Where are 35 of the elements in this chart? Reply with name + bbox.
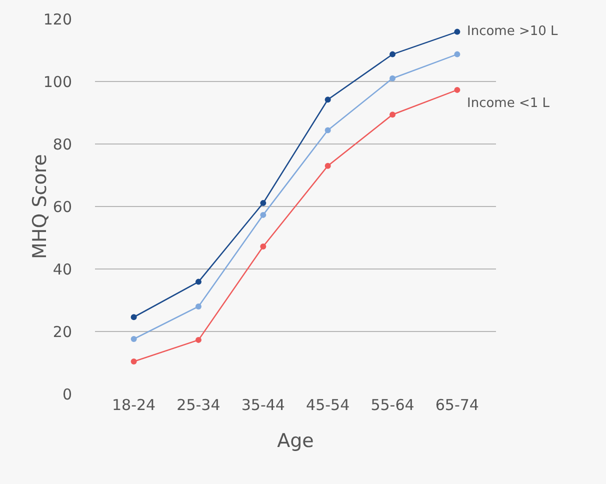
point bbox=[324, 162, 331, 169]
x-tick-label: 65-74 bbox=[435, 396, 479, 414]
point bbox=[324, 96, 331, 103]
x-tick-label: 18-24 bbox=[112, 396, 156, 414]
point bbox=[324, 127, 331, 134]
x-tick-label: 45-54 bbox=[306, 396, 350, 414]
x-tick-label: 55-64 bbox=[370, 396, 414, 414]
point bbox=[390, 112, 396, 118]
point bbox=[260, 212, 266, 218]
point bbox=[130, 314, 137, 320]
y-tick-label: 120 bbox=[43, 10, 72, 28]
point bbox=[454, 51, 460, 58]
point bbox=[454, 86, 460, 93]
point bbox=[390, 51, 396, 58]
point bbox=[195, 336, 202, 343]
y-tick-label: 60 bbox=[52, 198, 72, 216]
series-label: Income >10 L bbox=[467, 24, 559, 39]
point bbox=[454, 28, 460, 35]
point bbox=[390, 75, 396, 82]
y-axis-title: MHQ Score bbox=[28, 154, 51, 259]
y-tick-label: 0 bbox=[62, 385, 72, 404]
series-label: Income <1 L bbox=[467, 96, 550, 111]
y-tick-label: 100 bbox=[43, 72, 72, 91]
x-tick-label: 25-34 bbox=[176, 396, 220, 414]
point bbox=[130, 358, 137, 364]
point bbox=[260, 244, 266, 250]
point bbox=[260, 200, 266, 206]
x-tick-label: 35-44 bbox=[241, 396, 285, 414]
x-axis-title: Age bbox=[277, 430, 314, 452]
y-tick-label: 20 bbox=[52, 322, 72, 341]
y-tick-label: 80 bbox=[52, 135, 72, 154]
point bbox=[195, 278, 202, 285]
point bbox=[130, 336, 137, 342]
point bbox=[195, 304, 202, 310]
y-tick-label: 40 bbox=[52, 260, 72, 278]
